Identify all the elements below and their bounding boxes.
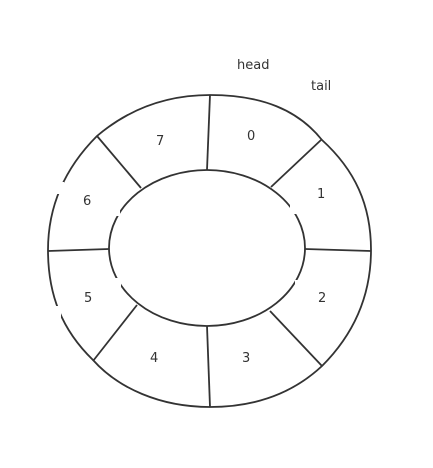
slot-label-3: 3 bbox=[242, 351, 250, 366]
divider-6-7 bbox=[96, 135, 142, 189]
tail-pointer-label: tail bbox=[311, 79, 331, 94]
slot-label-0: 0 bbox=[247, 129, 255, 144]
slot-label-4: 4 bbox=[150, 351, 158, 366]
inner-ring-gap-right-lower bbox=[295, 280, 303, 292]
inner-ring-gap-left-upper bbox=[112, 204, 120, 216]
divider-1-2 bbox=[304, 248, 372, 252]
inner-ring-gap-left-lower bbox=[113, 278, 121, 290]
divider-3-4 bbox=[206, 325, 211, 408]
outer-ring-gap-left-lower bbox=[52, 306, 61, 318]
divider-0-1 bbox=[270, 139, 322, 188]
inner-ring bbox=[108, 169, 306, 327]
slot-label-2: 2 bbox=[318, 291, 326, 306]
slot-label-6: 6 bbox=[83, 194, 91, 209]
divider-5-6 bbox=[47, 248, 110, 252]
slot-label-5: 5 bbox=[84, 291, 92, 306]
outer-ring bbox=[47, 94, 372, 408]
divider-4-5 bbox=[92, 304, 138, 362]
divider-2-3 bbox=[269, 310, 323, 367]
inner-ring-gap-right-upper bbox=[290, 202, 298, 214]
slot-label-1: 1 bbox=[317, 187, 325, 202]
outer-ring-gap-left-upper bbox=[55, 182, 64, 194]
head-pointer-label: head bbox=[237, 58, 269, 73]
slot-label-7: 7 bbox=[156, 134, 164, 149]
divider-7-0 bbox=[206, 94, 211, 171]
